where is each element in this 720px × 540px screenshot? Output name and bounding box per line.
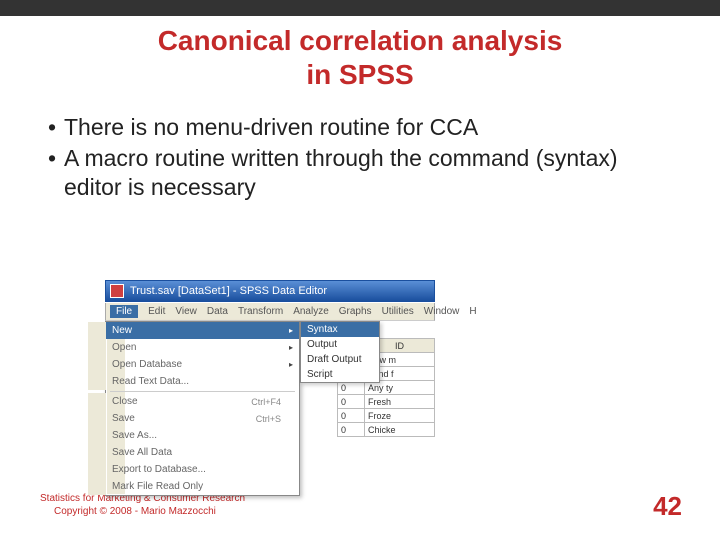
submenu-script[interactable]: Script	[301, 367, 379, 382]
file-save-label: Save	[112, 413, 135, 424]
file-open[interactable]: Open ▸	[88, 339, 299, 356]
shortcut-text: Ctrl+F4	[251, 397, 281, 407]
file-save[interactable]: Save Ctrl+S	[88, 410, 299, 427]
file-read-text-label: Read Text Data...	[112, 376, 189, 387]
spss-titlebar: Trust.sav [DataSet1] - SPSS Data Editor	[105, 280, 435, 302]
menu-graphs[interactable]: Graphs	[339, 306, 372, 317]
file-close[interactable]: Close Ctrl+F4	[88, 393, 299, 410]
grid-cell: 0	[338, 423, 365, 437]
submenu-arrow-icon: ▸	[289, 343, 293, 352]
file-new[interactable]: New ▸	[88, 322, 299, 339]
menu-separator	[110, 391, 295, 392]
file-mark-ro-label: Mark File Read Only	[112, 481, 203, 492]
grid-cell: 0	[338, 395, 365, 409]
shortcut-text: Ctrl+S	[256, 414, 281, 424]
menu-data[interactable]: Data	[207, 306, 228, 317]
title-line-1: Canonical correlation analysis	[158, 25, 563, 56]
file-export-db[interactable]: Export to Database...	[88, 461, 299, 478]
submenu-draft-output[interactable]: Draft Output	[301, 352, 379, 367]
bullet-dot: •	[40, 144, 64, 173]
title-line-2: in SPSS	[306, 59, 413, 90]
slide-title: Canonical correlation analysis in SPSS	[0, 24, 720, 91]
submenu-arrow-icon: ▸	[289, 360, 293, 369]
grid-cell: Chicke	[364, 423, 434, 437]
menu-file[interactable]: File	[110, 305, 138, 318]
menu-help[interactable]: H	[469, 306, 476, 317]
file-close-label: Close	[112, 396, 138, 407]
new-submenu[interactable]: Syntax Output Draft Output Script	[300, 321, 380, 383]
grid-cell: 0	[338, 409, 365, 423]
bullet-1: There is no menu-driven routine for CCA	[64, 113, 478, 142]
file-open-database[interactable]: Open Database ▸	[88, 356, 299, 373]
spss-window-title: Trust.sav [DataSet1] - SPSS Data Editor	[130, 285, 327, 297]
menu-view[interactable]: View	[175, 306, 197, 317]
file-open-db-label: Open Database	[112, 359, 182, 370]
file-open-label: Open	[112, 342, 136, 353]
menu-transform[interactable]: Transform	[238, 306, 283, 317]
spss-screenshot: Trust.sav [DataSet1] - SPSS Data Editor …	[105, 280, 435, 480]
file-save-all-label: Save All Data	[112, 447, 172, 458]
grid-cell: Froze	[364, 409, 434, 423]
menu-utilities[interactable]: Utilities	[382, 306, 414, 317]
menu-analyze[interactable]: Analyze	[293, 306, 329, 317]
footer-line-2: Copyright © 2008 - Mario Mazzocchi	[40, 505, 245, 518]
grid-cell: Fresh	[364, 395, 434, 409]
top-dark-bar	[0, 0, 720, 16]
file-new-label: New	[112, 325, 132, 336]
spss-app-icon	[110, 284, 124, 298]
file-save-as-label: Save As...	[112, 430, 157, 441]
file-save-all[interactable]: Save All Data	[88, 444, 299, 461]
bullet-list: • There is no menu-driven routine for CC…	[40, 113, 680, 201]
submenu-output[interactable]: Output	[301, 337, 379, 352]
file-export-db-label: Export to Database...	[112, 464, 206, 475]
menu-edit[interactable]: Edit	[148, 306, 165, 317]
submenu-syntax[interactable]: Syntax	[301, 322, 379, 337]
file-dropdown[interactable]: New ▸ Open ▸ Open Database ▸ Read Text D…	[105, 321, 300, 496]
bullet-2: A macro routine written through the comm…	[64, 144, 680, 202]
bullet-dot: •	[40, 113, 64, 142]
menu-window[interactable]: Window	[424, 306, 460, 317]
spss-menubar[interactable]: File Edit View Data Transform Analyze Gr…	[105, 303, 435, 321]
page-number: 42	[653, 491, 682, 522]
file-mark-readonly[interactable]: Mark File Read Only	[88, 478, 299, 495]
file-read-text[interactable]: Read Text Data...	[88, 373, 299, 390]
file-save-as[interactable]: Save As...	[88, 427, 299, 444]
submenu-arrow-icon: ▸	[289, 326, 293, 335]
